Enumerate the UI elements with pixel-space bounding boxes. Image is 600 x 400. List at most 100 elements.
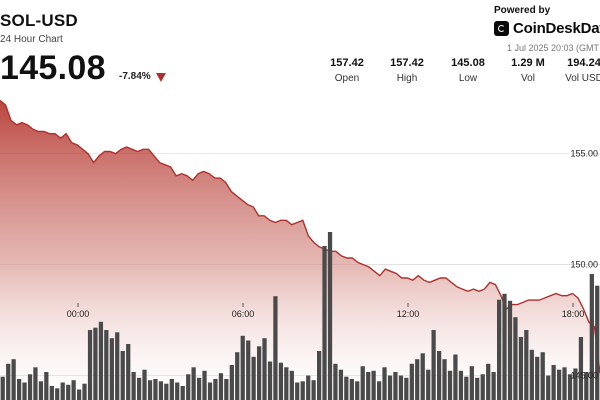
y-tick-label: 145.00 [570,371,598,381]
stat-label: Open [334,73,360,84]
volume-bar [409,363,414,400]
volume-bar [120,351,125,400]
volume-bar [257,346,262,400]
volume-bar [507,300,513,400]
volume-bar [573,368,578,400]
volume-bar [191,367,196,400]
volume-bar [344,376,349,400]
volume-bar [0,376,5,400]
volume-bar [262,338,267,400]
volume-bar [71,380,76,400]
current-price: 145.08 [0,49,106,87]
volume-bar [175,382,180,400]
volume-bar [104,330,109,400]
price-change: -7.84% [119,71,151,82]
volume-bar [267,361,273,400]
stat-vol-usd: 194.24 Vol USD [554,57,600,84]
volume-bar [486,363,491,400]
powered-by: Powered by [494,5,551,16]
volume-bar [284,367,289,400]
volume-bar [464,376,469,400]
volume-bar [447,370,453,400]
volume-bar [17,379,22,400]
volume-bar [327,232,333,400]
volume-bar [535,356,540,400]
volume-bar [513,317,518,400]
volume-bar [202,370,207,400]
volume-bar [300,381,305,400]
volume-bar [420,353,425,400]
volume-bar [235,352,240,400]
stat-label: Vol USD [565,73,600,84]
volume-bar [551,365,556,400]
volume-bar [355,381,360,400]
volume-bar [371,370,376,400]
stat-label: Low [458,73,478,84]
stat-label: Vol [521,73,535,84]
volume-bar [546,375,551,400]
volume-bar [180,386,185,400]
volume-bar [246,340,251,400]
volume-bar [224,379,229,400]
volume-bar [251,356,256,400]
volume-bar [475,377,480,400]
volume-bar [458,370,464,400]
volume-bar [398,375,404,400]
y-tick-label: 155.00 [570,149,598,159]
volume-bar [393,372,398,400]
volume-bar [404,377,409,400]
volume-bar [93,327,98,400]
brand-logo[interactable]: CoinDeskData [494,19,600,37]
volume-bar [382,367,387,400]
volume-bar [82,383,87,400]
volume-bar [431,330,436,400]
volume-bar [278,362,284,400]
volume-bar [186,374,191,400]
chart-subtitle: 24 Hour Chart [0,34,63,45]
volume-bar [317,351,322,400]
y-tick-label: 150.00 [570,260,598,270]
volume-bar [109,338,114,400]
x-tick-label: 00:00 [67,309,90,319]
volume-bar [295,382,300,400]
volume-bar [60,382,65,400]
volume-bar [158,381,164,400]
volume-bar [289,370,294,400]
volume-bar [453,354,458,400]
x-tick-label: 12:00 [397,309,420,319]
volume-bar [567,374,573,400]
volume-bar [44,372,49,400]
stat-value: 194.24 [567,57,600,69]
volume-bar [518,337,524,400]
stat-open: 157.42 Open [317,57,377,84]
volume-bar [115,332,120,400]
brand-name: CoinDeskData [513,19,600,37]
volume-bar [137,377,142,400]
volume-bar [349,379,354,400]
volume-bar [169,379,174,400]
volume-bar [22,382,27,400]
volume-bar [338,369,344,400]
volume-bar [377,381,382,400]
volume-bar [360,366,365,400]
stat-vol: 1.29 M Vol [498,57,558,84]
volume-bar [207,382,213,400]
volume-bar [273,296,278,400]
volume-bar [55,388,60,400]
volume-bar [213,379,218,400]
price-area [0,100,600,400]
price-line [0,99,600,374]
volume-bar [442,359,447,400]
volume-bar [557,369,562,400]
volume-bar [240,335,245,400]
volume-bar [415,359,420,400]
stat-label: High [396,73,418,84]
timestamp: 1 Jul 2025 20:03 (GMT [507,43,600,53]
volume-bar [595,285,600,400]
volume-bar [524,330,529,400]
volume-bar [87,330,93,400]
pair-title: SOL-USD [0,11,78,30]
volume-bar [584,372,589,400]
stat-value: 145.08 [451,57,485,69]
